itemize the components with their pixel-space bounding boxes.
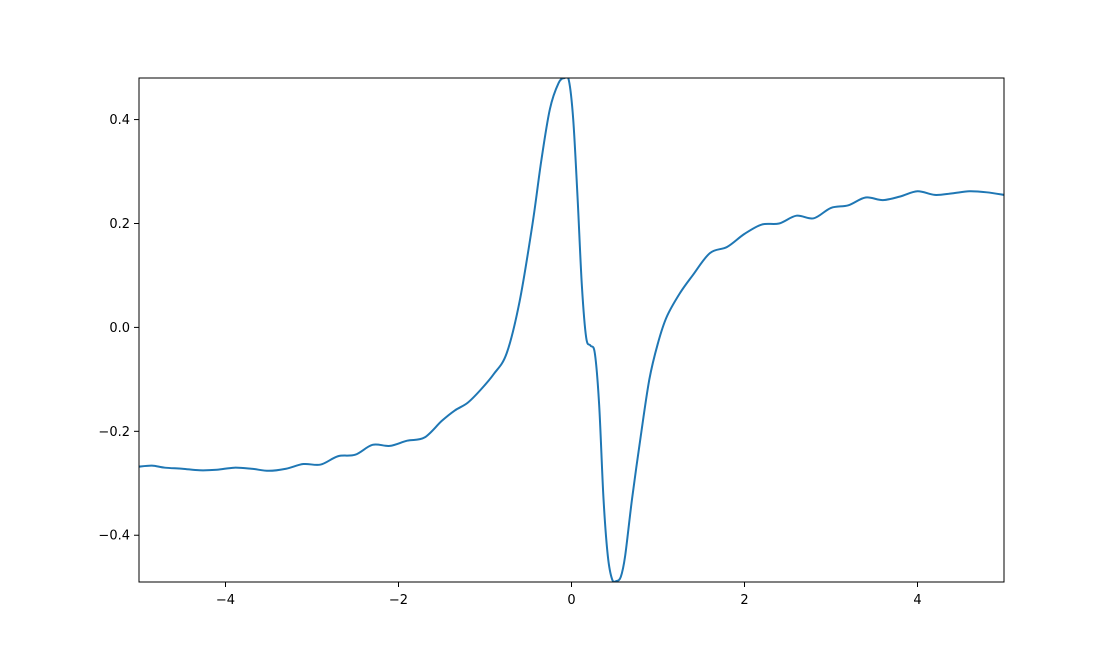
x-tick-label: 4 <box>913 593 921 608</box>
y-tick-label: −0.2 <box>98 425 130 440</box>
y-tick-label: 0.4 <box>109 113 130 128</box>
y-tick-label: −0.4 <box>98 529 130 544</box>
plot-frame <box>138 77 1005 583</box>
y-tick-label: 0.2 <box>109 217 130 232</box>
x-tick-label: −4 <box>216 593 235 608</box>
y-axis: −0.4 −0.2 0.0 0.2 0.4 <box>98 113 139 544</box>
x-tick-label: 2 <box>740 593 748 608</box>
x-axis: −4 −2 0 2 4 <box>216 582 922 608</box>
series-line-0 <box>139 78 1004 582</box>
x-tick-label: −2 <box>389 593 408 608</box>
y-tick-label: 0.0 <box>109 321 130 336</box>
x-tick-label: 0 <box>567 593 575 608</box>
series-layer <box>139 78 1004 582</box>
